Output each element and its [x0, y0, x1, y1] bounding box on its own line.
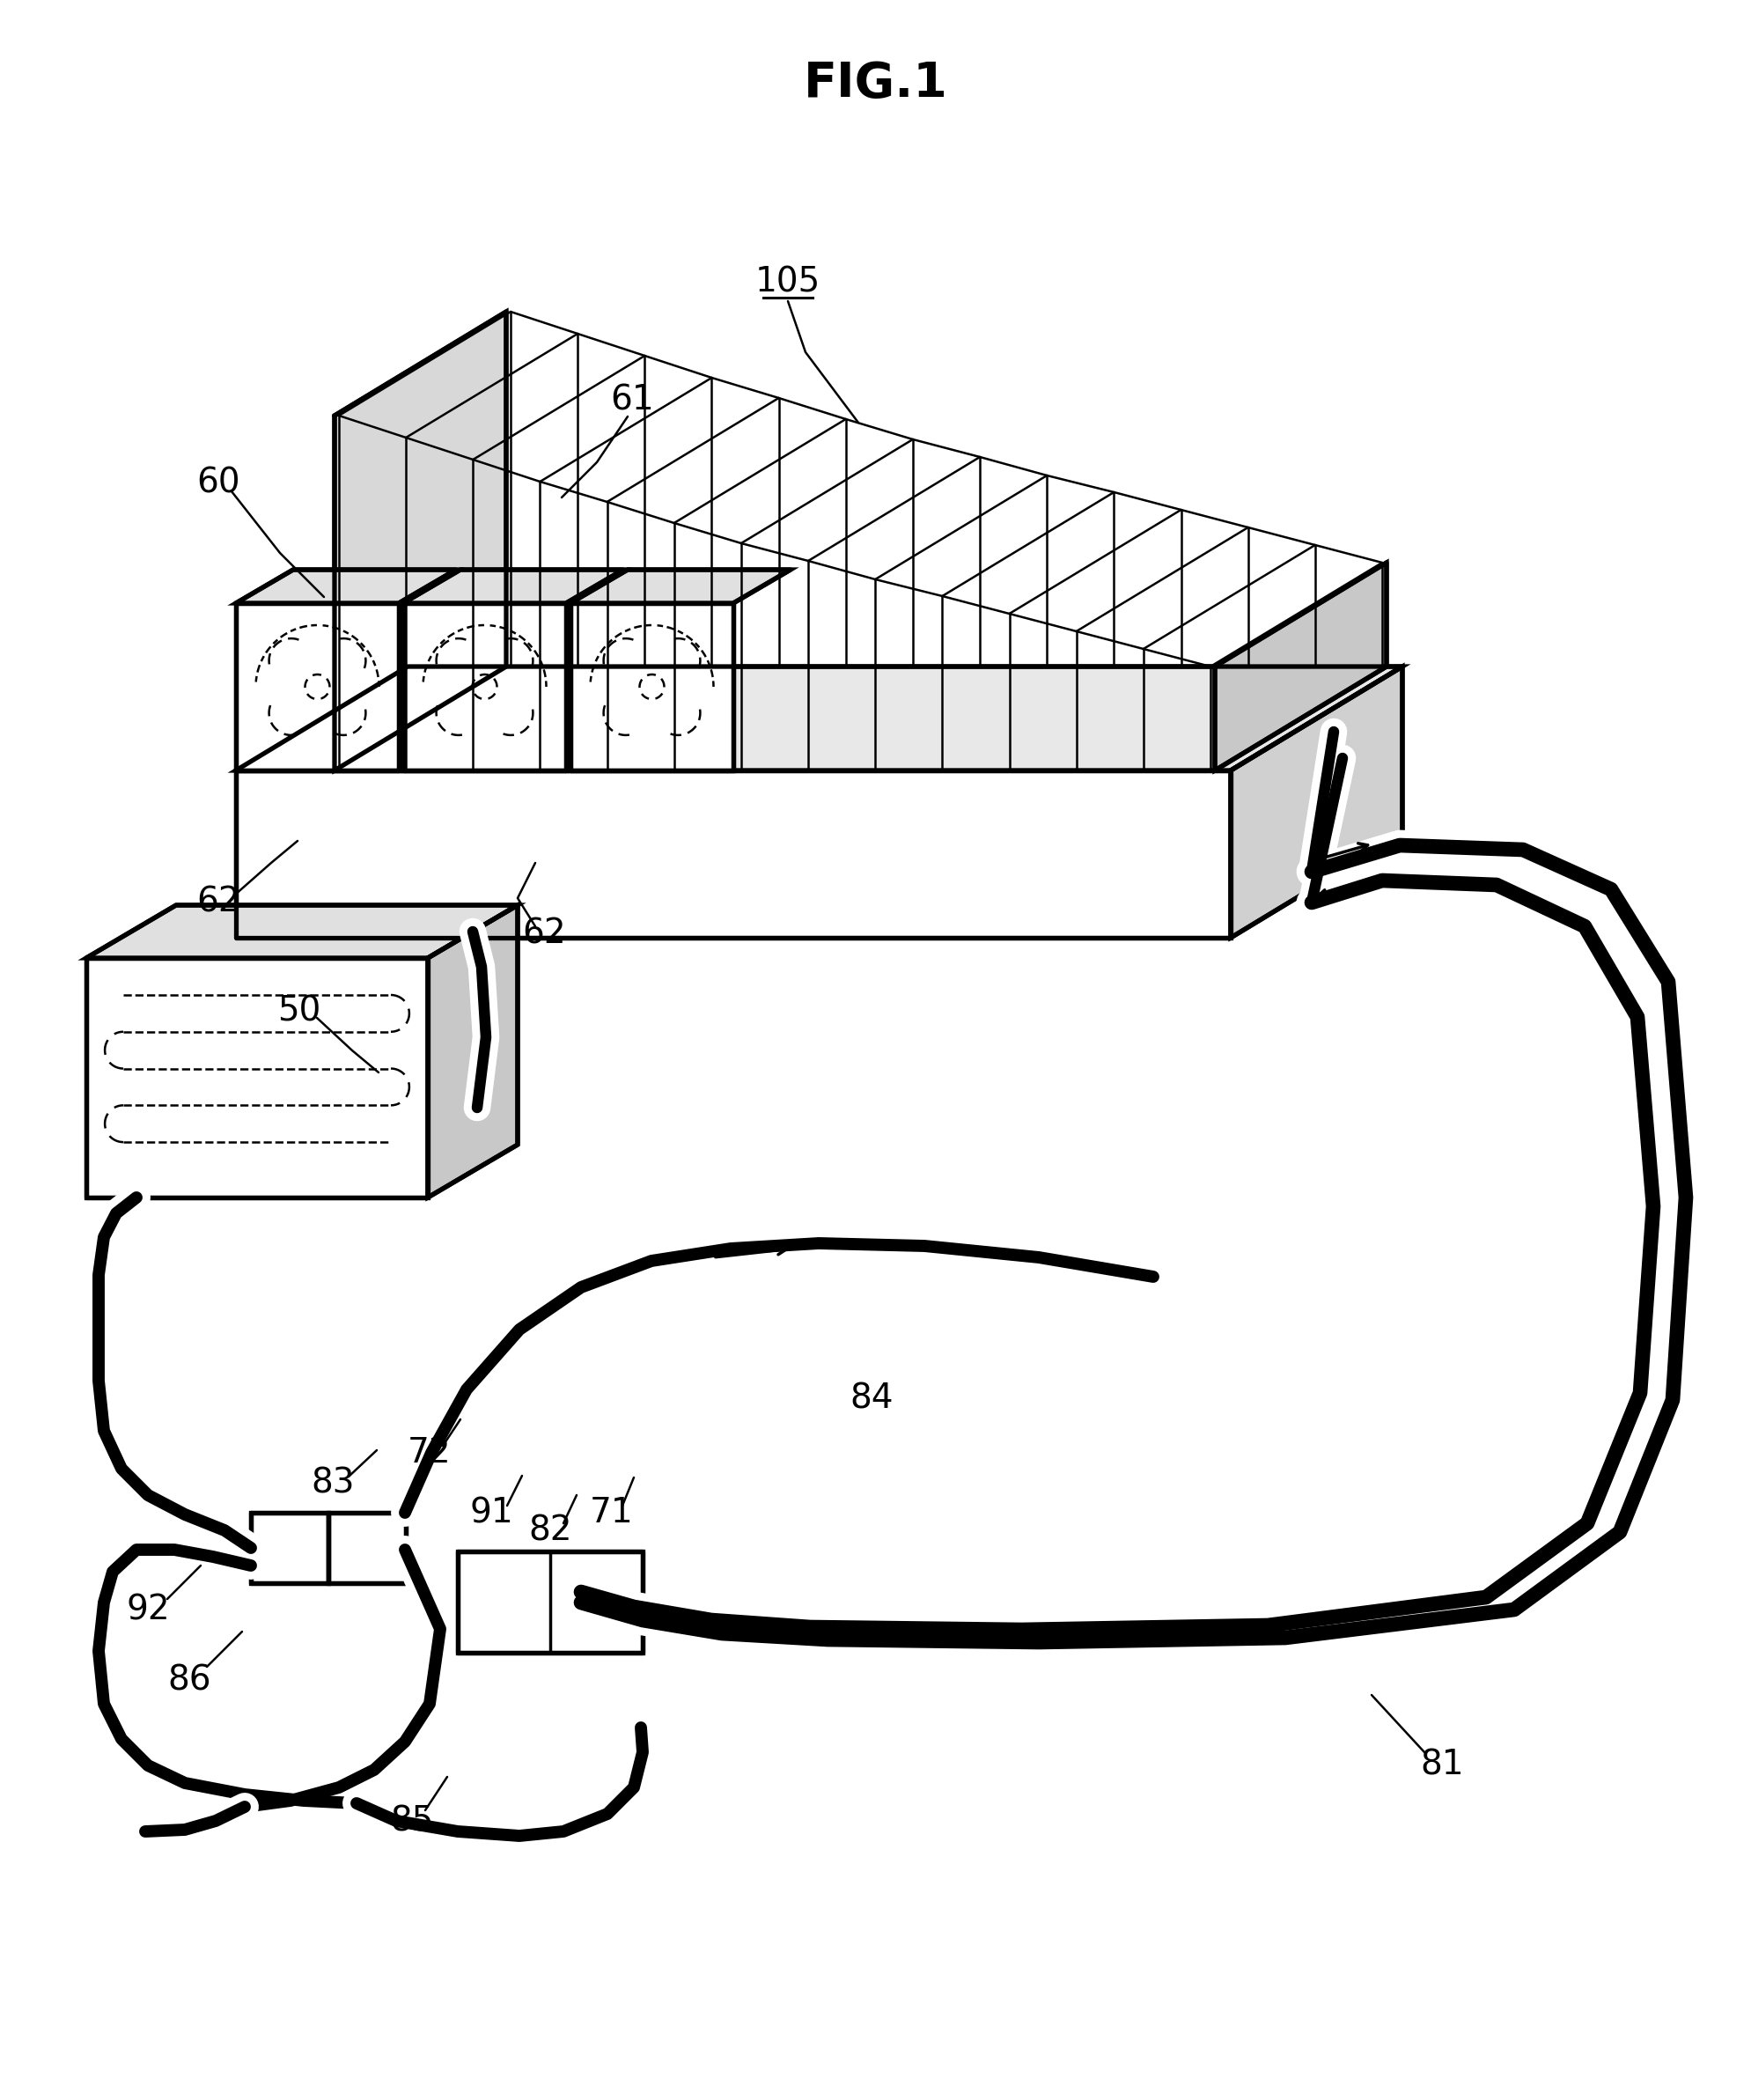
Polygon shape [1213, 563, 1385, 771]
Text: 82: 82 [529, 1514, 573, 1548]
Text: 62: 62 [196, 886, 240, 920]
Text: 85: 85 [390, 1804, 434, 1838]
Text: 105: 105 [755, 265, 819, 298]
Polygon shape [571, 569, 790, 603]
Polygon shape [236, 569, 455, 603]
Text: 86: 86 [168, 1663, 212, 1697]
Text: 50: 50 [277, 993, 320, 1027]
Polygon shape [334, 311, 506, 771]
Text: 91: 91 [469, 1495, 513, 1529]
Polygon shape [236, 771, 1231, 939]
Text: 72: 72 [408, 1436, 452, 1470]
Polygon shape [86, 905, 517, 958]
Polygon shape [571, 603, 734, 771]
Text: 83: 83 [312, 1468, 354, 1499]
Text: 61: 61 [609, 384, 653, 418]
Text: 92: 92 [126, 1592, 170, 1625]
Polygon shape [236, 666, 1403, 771]
Polygon shape [86, 958, 427, 1197]
Polygon shape [327, 1512, 406, 1583]
Polygon shape [236, 603, 399, 771]
Polygon shape [250, 1512, 327, 1583]
Text: 62: 62 [522, 916, 566, 949]
Text: FIG.1: FIG.1 [804, 61, 947, 107]
Polygon shape [403, 569, 623, 603]
Polygon shape [403, 603, 566, 771]
Polygon shape [427, 905, 517, 1197]
Text: 81: 81 [1420, 1749, 1464, 1783]
Text: 60: 60 [196, 466, 240, 500]
Text: 71: 71 [590, 1495, 634, 1529]
Polygon shape [1231, 666, 1403, 939]
Text: 84: 84 [849, 1382, 893, 1415]
Polygon shape [457, 1552, 643, 1653]
